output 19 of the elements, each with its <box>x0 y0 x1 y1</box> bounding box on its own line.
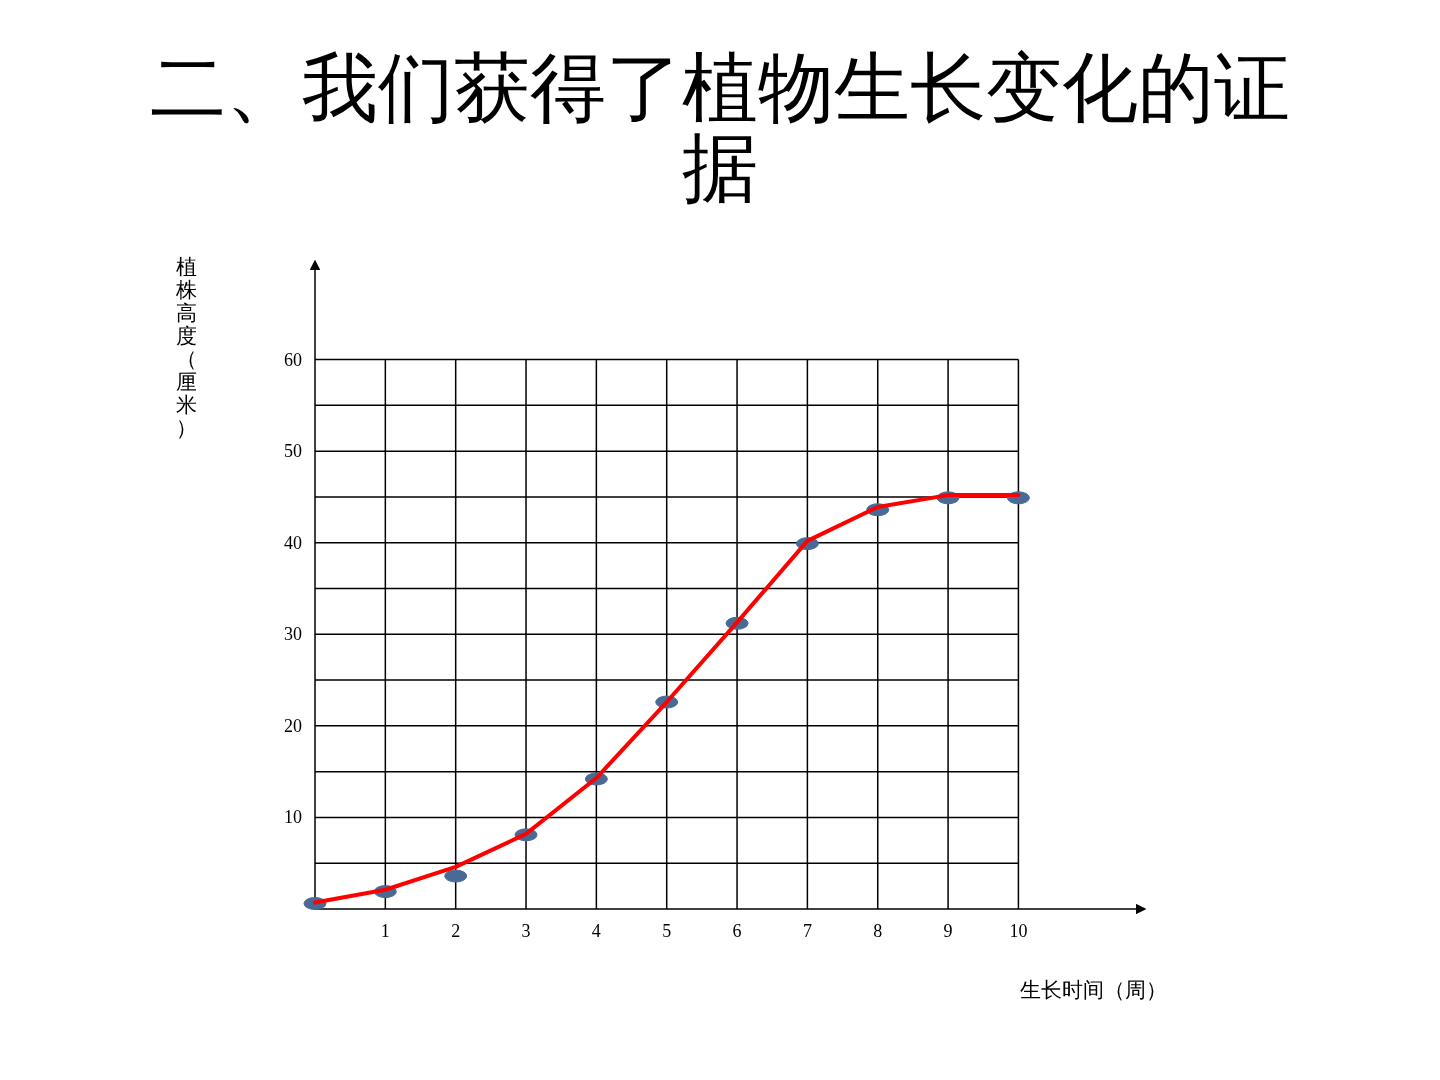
x-tick-label: 8 <box>873 921 883 941</box>
x-axis-title: 生长时间（周） <box>1020 977 1167 1004</box>
y-tick-label: 30 <box>284 624 302 645</box>
x-tick-label: 2 <box>451 921 461 941</box>
x-tick-label: 1 <box>380 921 390 941</box>
x-tick-label: 5 <box>662 921 672 941</box>
x-tick-label: 3 <box>521 921 531 941</box>
x-tick-label: 6 <box>732 921 742 941</box>
y-tick-label: 60 <box>284 349 302 370</box>
x-tick-label: 9 <box>943 921 953 941</box>
x-tick-label: 4 <box>591 921 601 941</box>
x-tick-label: 10 <box>1009 921 1028 941</box>
y-tick-label: 20 <box>284 715 302 736</box>
y-axis-title: 植株高度（厘米） <box>176 255 198 440</box>
y-tick-label: 50 <box>284 441 302 462</box>
x-tick-label: 7 <box>802 921 812 941</box>
y-tick-label: 10 <box>284 807 302 828</box>
y-tick-label: 40 <box>284 532 302 553</box>
chart-title: 二、我们获得了植物生长变化的证据 <box>149 43 1291 212</box>
